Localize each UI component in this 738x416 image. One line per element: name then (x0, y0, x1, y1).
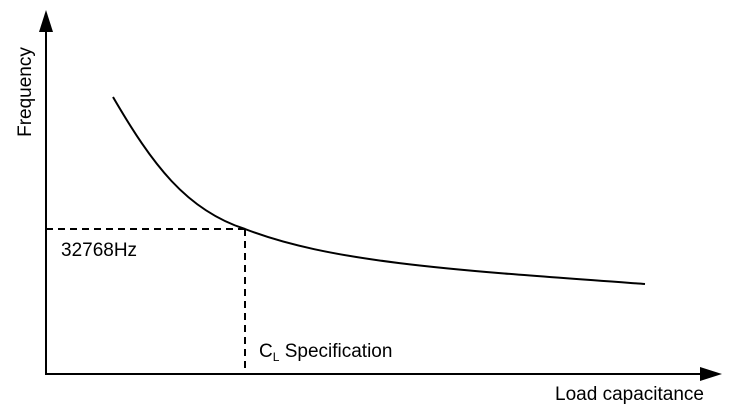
cl-label-subscript: L (273, 350, 280, 364)
x-axis-label: Load capacitance (555, 384, 704, 405)
frequency-reference-label: 32768Hz (61, 240, 137, 261)
cl-specification-label: CL Specification (259, 341, 392, 364)
frequency-curve (112, 96, 646, 285)
cl-label-rest: Specification (279, 341, 392, 362)
x-axis-arrowhead (700, 367, 722, 381)
cl-label-main: C (259, 341, 273, 362)
y-axis-label: Frequency (15, 47, 36, 137)
y-axis-arrowhead (39, 10, 53, 32)
